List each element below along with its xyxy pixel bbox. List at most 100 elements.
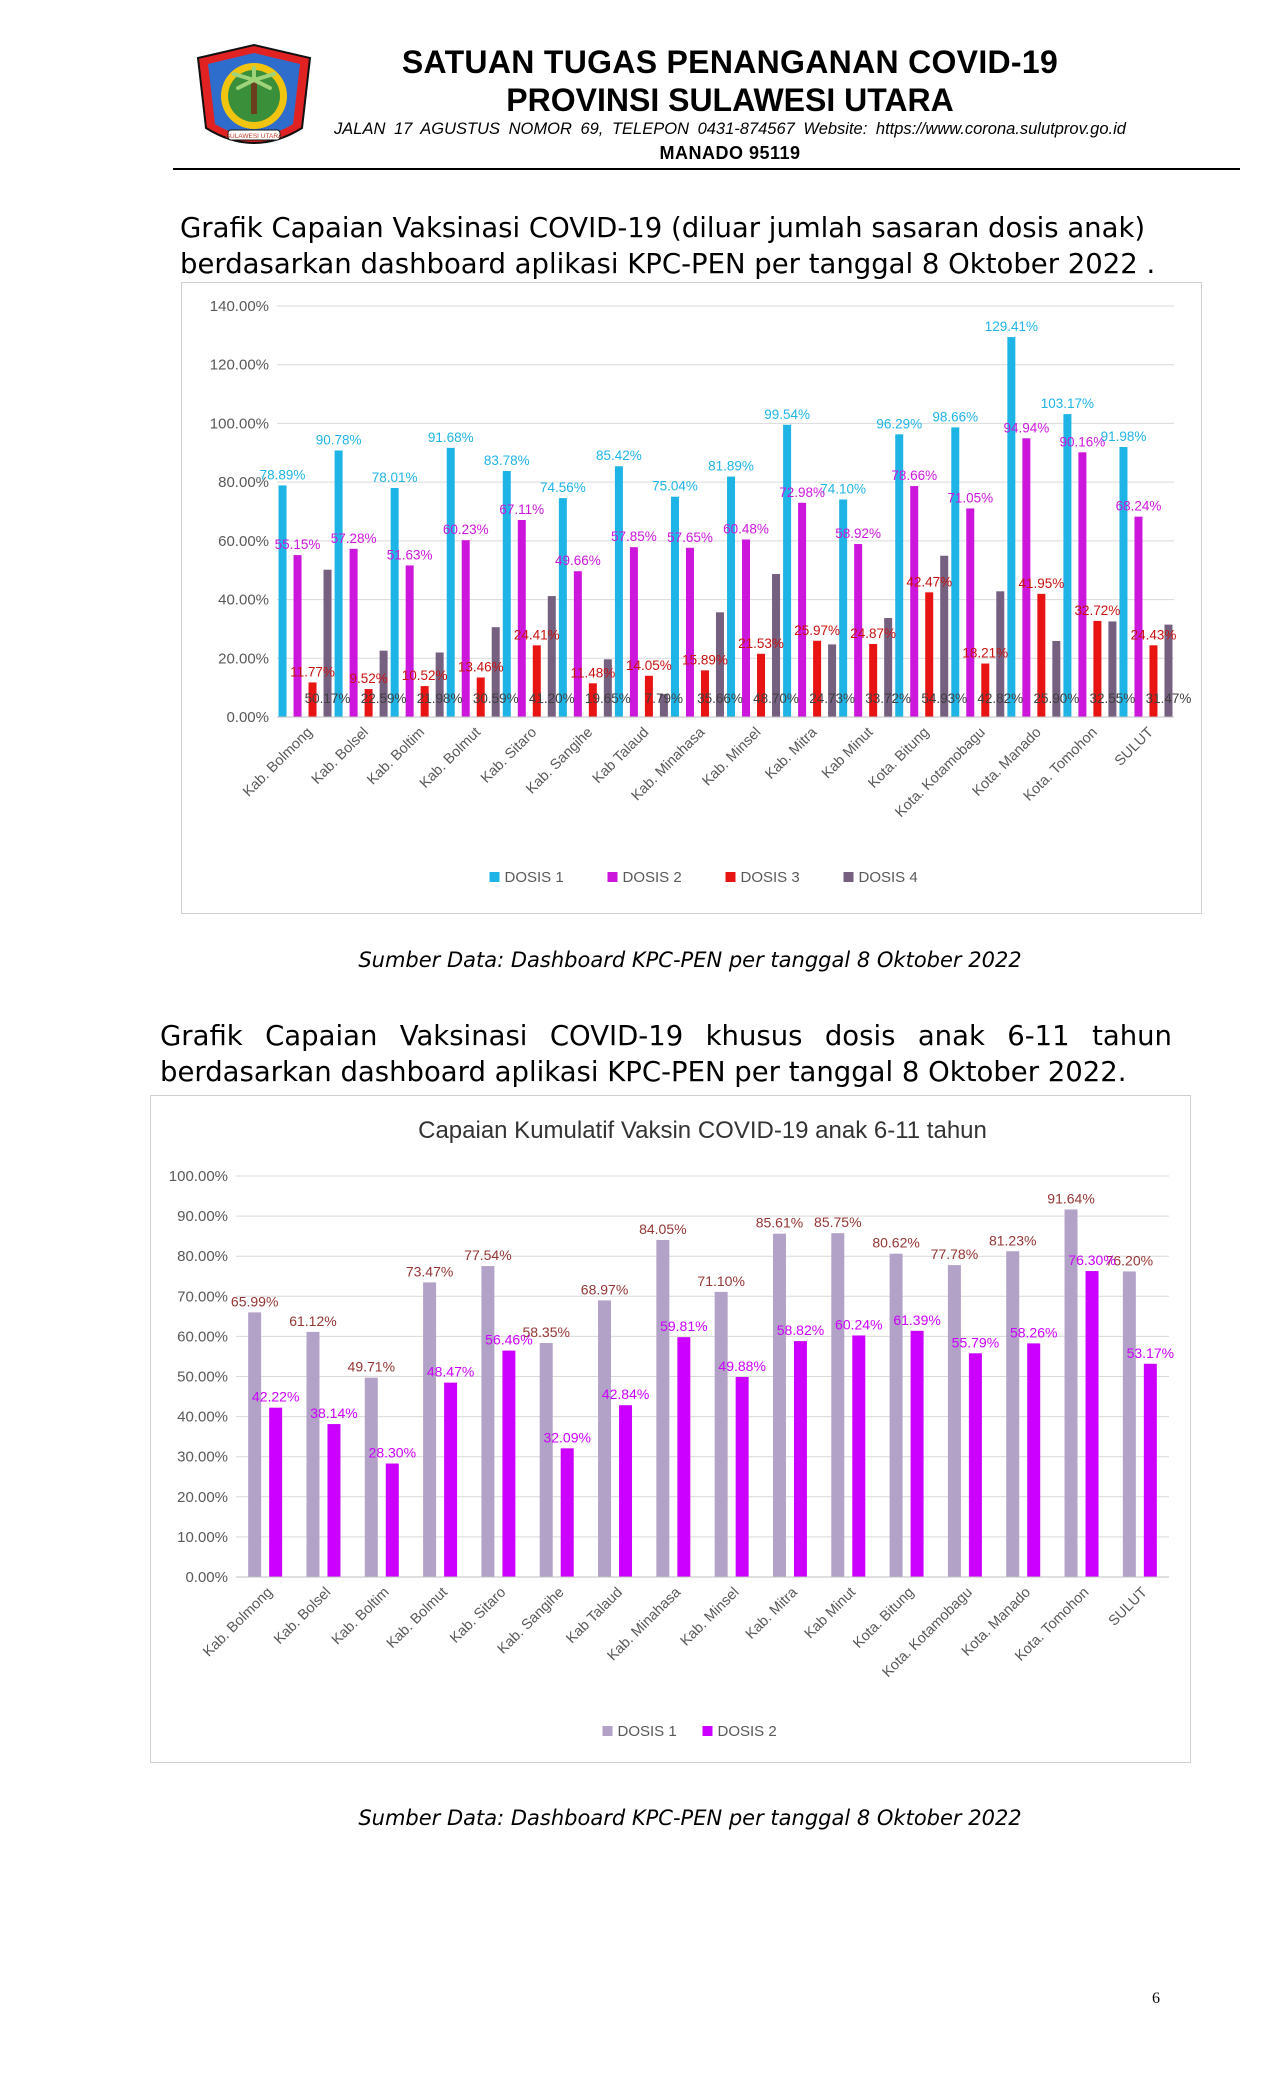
data-label: 65.99% [231, 1293, 278, 1309]
data-label: 90.16% [1060, 434, 1106, 449]
bar-dosis-1 [390, 487, 399, 717]
y-tick-label: 0.00% [226, 709, 269, 726]
y-tick-label: 120.00% [210, 357, 269, 374]
bar-dosis-2 [735, 1376, 749, 1577]
bar-dosis-2 [852, 1335, 866, 1577]
section1-source: Sumber Data: Dashboard KPC-PEN per tangg… [358, 948, 1022, 972]
bar-dosis-2 [444, 1382, 458, 1577]
bar-dosis-2 [560, 1448, 574, 1577]
data-label: 72.98% [779, 485, 825, 500]
data-label: 55.79% [952, 1334, 999, 1350]
bar-dosis-1 [656, 1239, 670, 1577]
data-label: 55.15% [275, 537, 321, 552]
bar-dosis-1 [1119, 446, 1128, 717]
bar-dosis-3 [1037, 593, 1046, 717]
bar-dosis-2 [798, 502, 807, 717]
chart2-svg: Capaian Kumulatif Vaksin COVID-19 anak 6… [169, 1117, 1174, 1740]
data-label: 33.72% [865, 691, 911, 706]
data-label: 59.81% [660, 1318, 707, 1334]
data-label: 60.48% [723, 521, 769, 536]
bar-dosis-1 [502, 471, 511, 717]
data-label: 99.54% [764, 407, 810, 422]
y-tick-label: 60.00% [218, 533, 269, 550]
bar-dosis-1 [364, 1377, 378, 1577]
x-tick-label: Kab Minut [819, 725, 876, 782]
data-label: 76.20% [1106, 1252, 1153, 1268]
data-label: 73.47% [406, 1263, 453, 1279]
bar-dosis-3 [700, 670, 709, 717]
bar-dosis-1 [895, 434, 904, 717]
bar-dosis-1 [670, 496, 679, 717]
bar-dosis-2 [405, 565, 414, 717]
bar-dosis-1 [306, 1331, 320, 1577]
bar-dosis-1 [614, 466, 623, 717]
data-label: 58.92% [835, 526, 881, 541]
bar-dosis-2 [742, 539, 751, 717]
y-tick-label: 80.00% [218, 474, 269, 491]
x-tick-label: SULUT [1112, 724, 1157, 769]
data-label: 75.04% [652, 479, 698, 494]
legend-entry: DOSIS 3 [741, 869, 800, 886]
bar-dosis-2 [910, 1330, 924, 1577]
data-label: 56.46% [485, 1332, 532, 1348]
data-label: 67.11% [499, 502, 544, 517]
x-tick-label: Kab. Bolmong [240, 725, 316, 801]
bar-dosis-3 [588, 683, 597, 717]
y-tick-label: 60.00% [177, 1328, 228, 1345]
bar-dosis-3 [925, 592, 934, 717]
bar-dosis-1 [423, 1282, 437, 1577]
bar-dosis-4 [491, 627, 500, 717]
data-label: 54.93% [921, 691, 967, 706]
data-label: 85.61% [756, 1215, 803, 1231]
bar-dosis-1 [951, 427, 960, 717]
legend-swatch [607, 872, 618, 882]
bar-dosis-2 [517, 519, 526, 717]
data-label: 57.85% [611, 529, 657, 544]
legend-swatch [702, 1726, 713, 1736]
data-label: 32.55% [1090, 691, 1136, 706]
data-label: 32.09% [543, 1429, 590, 1445]
data-label: 28.30% [369, 1445, 416, 1461]
header-divider [173, 168, 1240, 170]
data-label: 68.24% [1116, 499, 1162, 514]
letterhead: SULAWESI UTARA SATUAN TUGAS PENANGANAN C… [0, 0, 1275, 175]
y-tick-label: 90.00% [177, 1208, 228, 1225]
y-tick-label: 30.00% [177, 1449, 228, 1466]
y-tick-label: 80.00% [177, 1248, 228, 1265]
bar-dosis-1 [539, 1343, 553, 1577]
data-label: 31.47% [1146, 691, 1192, 706]
x-tick-label: Kab. Mitra [743, 1584, 802, 1643]
data-label: 42.82% [977, 691, 1023, 706]
city-line: MANADO 95119 [659, 143, 801, 163]
bar-dosis-1 [772, 1233, 786, 1577]
data-label: 24.87% [850, 626, 896, 641]
emblem-text: SULAWESI UTARA [226, 133, 283, 140]
data-label: 68.97% [581, 1281, 628, 1297]
bar-dosis-2 [269, 1407, 283, 1577]
data-label: 103.17% [1041, 396, 1094, 411]
data-label: 41.20% [529, 691, 575, 706]
bar-dosis-1 [714, 1291, 728, 1577]
data-label: 96.29% [876, 416, 922, 431]
bar-dosis-1 [831, 1233, 845, 1577]
vaccination-chart-children: Capaian Kumulatif Vaksin COVID-19 anak 6… [150, 1095, 1191, 1763]
data-label: 15.89% [682, 652, 728, 667]
bar-dosis-3 [869, 643, 878, 717]
bar-dosis-4 [1052, 640, 1061, 717]
province-title: PROVINSI SULAWESI UTARA [506, 82, 954, 118]
bar-dosis-2 [461, 540, 470, 717]
chart1-svg: 0.00% 20.00% 40.00% 60.00% 80.00% 100.00% 120.… [210, 298, 1192, 886]
data-label: 11.48% [570, 665, 615, 680]
bar-dosis-3 [420, 686, 429, 717]
bar-dosis-2 [1022, 438, 1031, 717]
x-tick-label: Kab. Minsel [699, 725, 764, 790]
data-label: 83.78% [484, 453, 530, 468]
bar-dosis-3 [644, 675, 653, 717]
data-label: 61.39% [893, 1312, 940, 1328]
data-label: 35.66% [697, 691, 743, 706]
data-label: 71.10% [697, 1273, 744, 1289]
y-tick-label: 20.00% [177, 1489, 228, 1506]
data-label: 24.41% [514, 627, 560, 642]
data-label: 129.41% [985, 319, 1038, 334]
x-tick-label: Kab. Bolsel [271, 1585, 334, 1648]
